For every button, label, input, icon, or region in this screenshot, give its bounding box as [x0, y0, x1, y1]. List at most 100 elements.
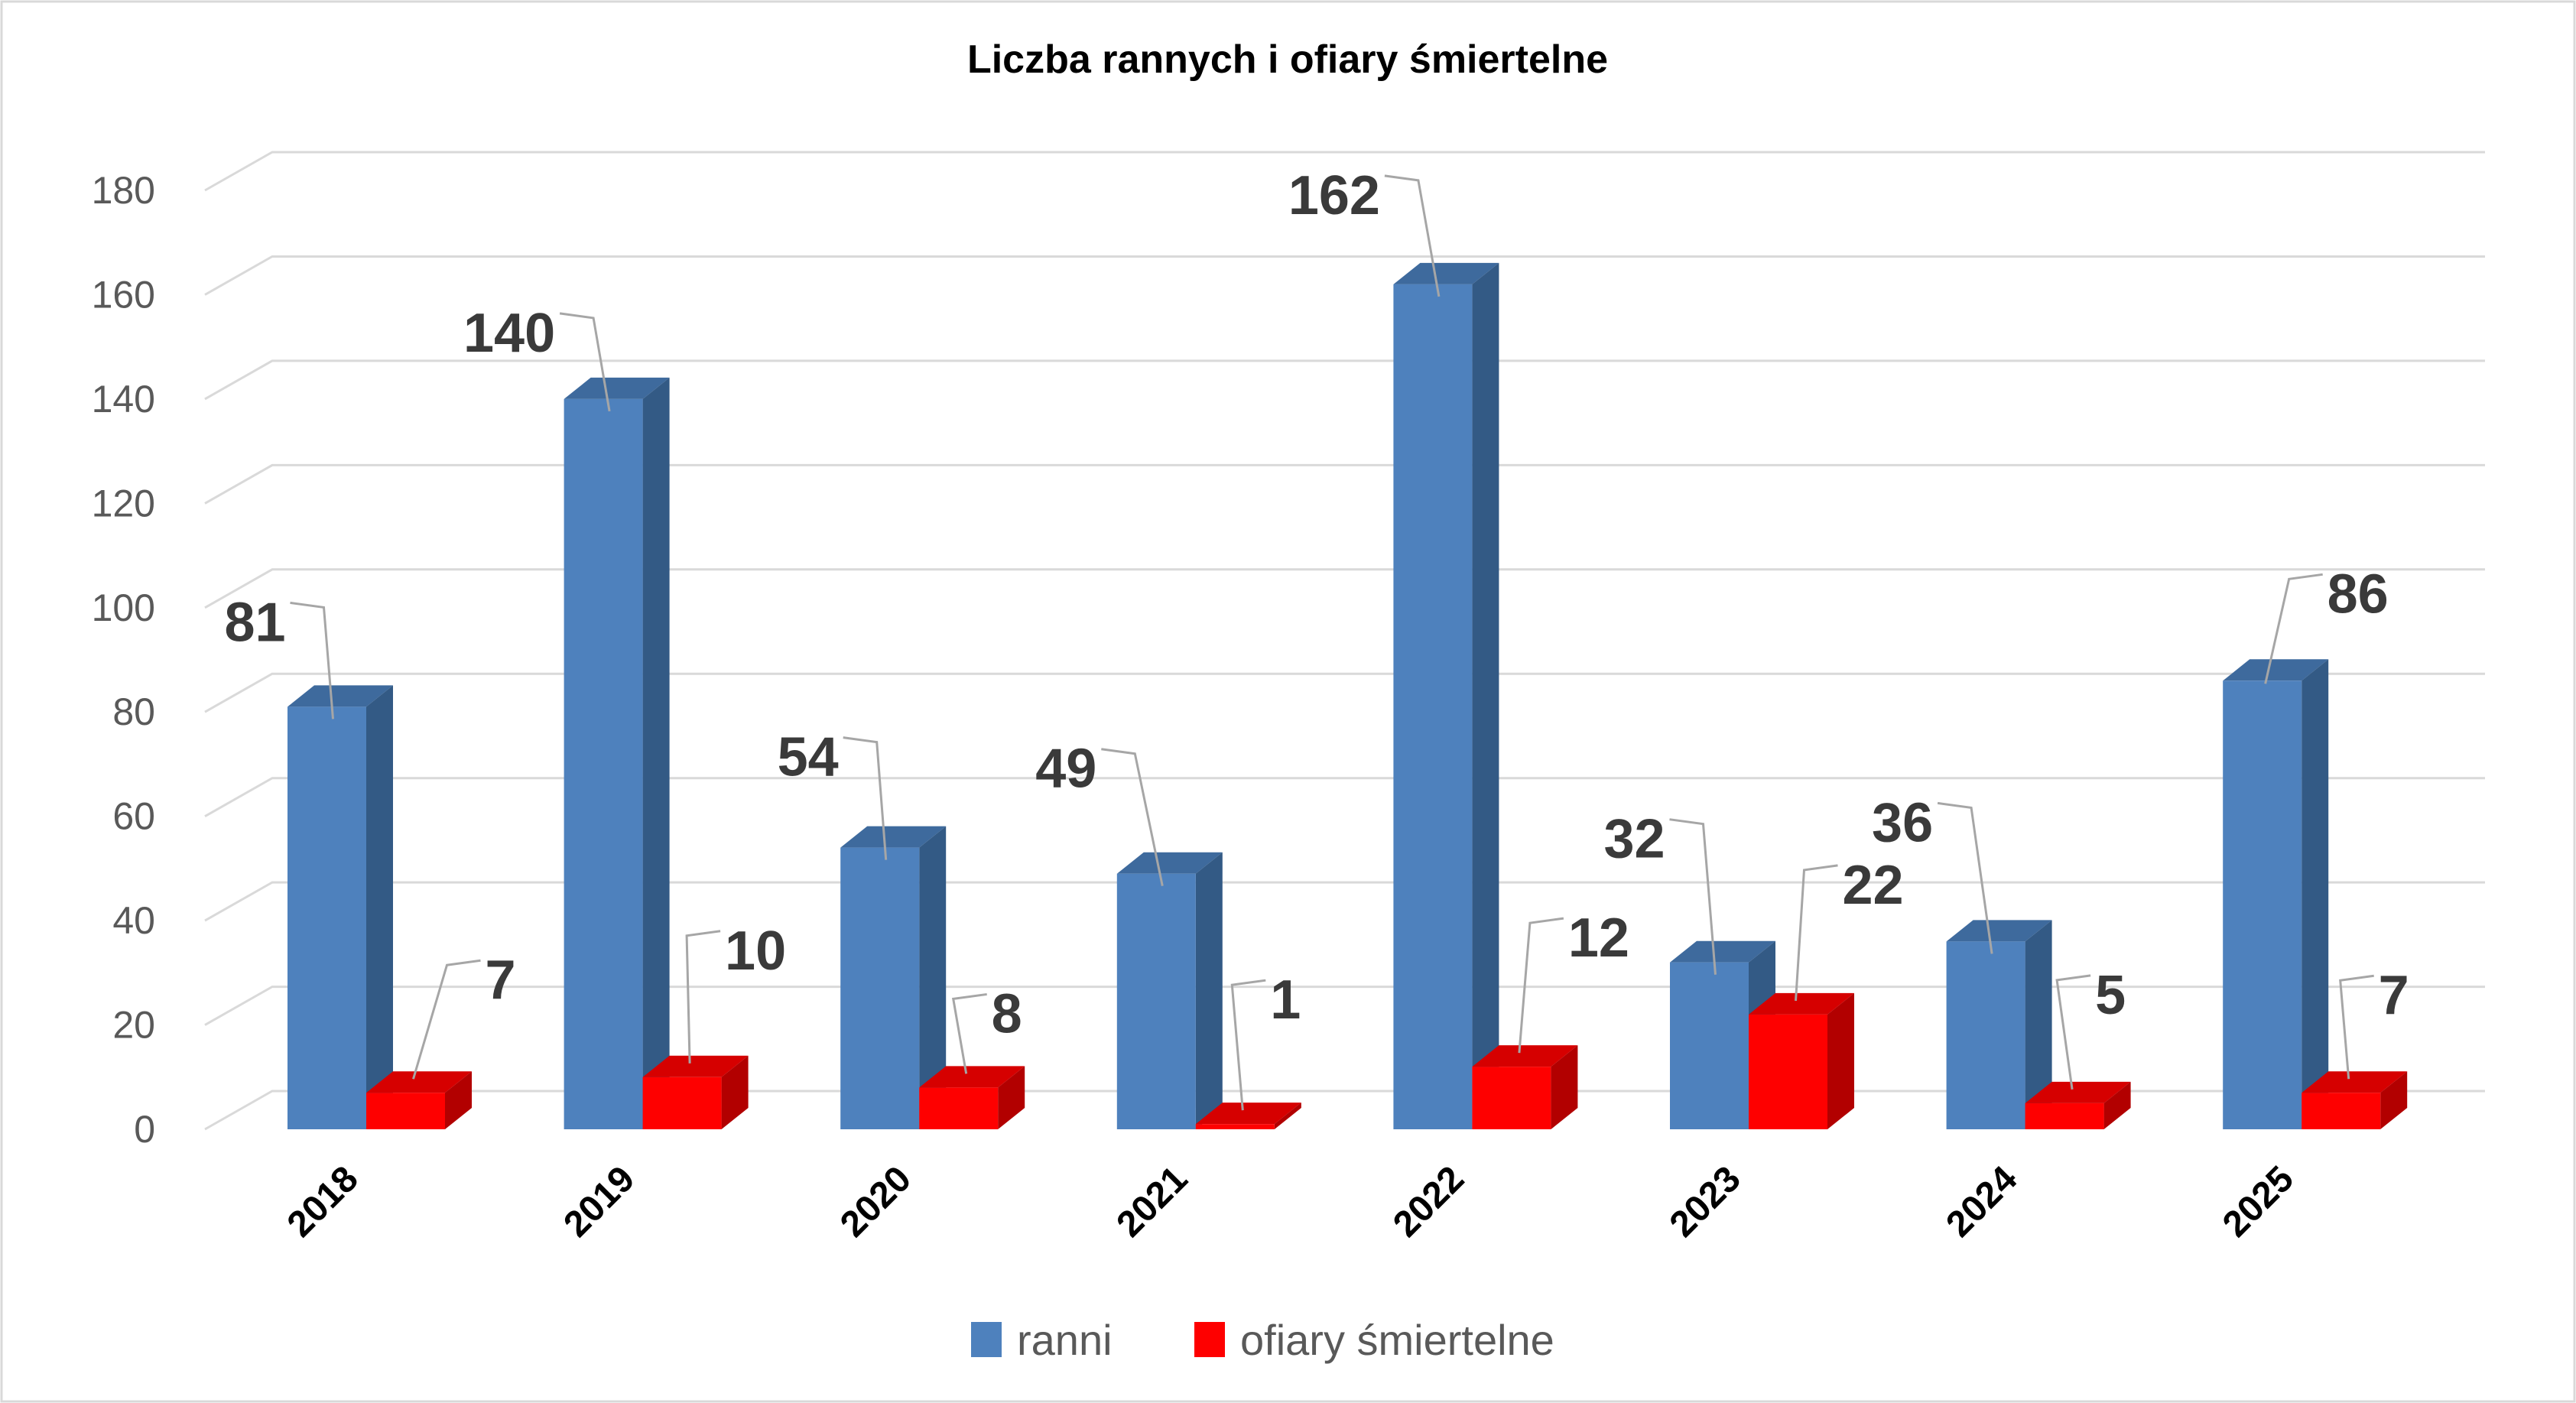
data-label-ranni-2018-leader-line — [290, 601, 334, 719]
gridline-100 — [204, 568, 2485, 609]
bar-ranni-2022-side-face — [1472, 262, 1499, 1130]
bar-ofiary-smiertelne-2020-side-face — [998, 1066, 1025, 1129]
legend-swatch-ofiary-smiertelne — [1194, 1322, 1225, 1357]
y-tick-label-100: 100 — [92, 586, 155, 629]
data-label-ofiary-smiertelne-2019: 10 — [725, 921, 786, 982]
bar-ofiary-smiertelne-2019-top-face — [642, 1055, 749, 1077]
data-label-ranni-2021-leader-line — [1101, 748, 1164, 887]
data-label-ofiary-smiertelne-2025-leader-line — [2339, 974, 2374, 1080]
data-label-ofiary-smiertelne-2023: 22 — [1842, 855, 1903, 916]
bar-ofiary-smiertelne-2022-side-face — [1551, 1045, 1578, 1129]
bar-ofiary-smiertelne-2019 — [642, 1055, 749, 1129]
y-tick-label-120: 120 — [92, 482, 155, 525]
gridline-180 — [204, 151, 2485, 192]
bar-ofiary-smiertelne-2022 — [1472, 1045, 1578, 1129]
data-label-ranni-2025: 86 — [2327, 563, 2389, 625]
data-label-ofiary-smiertelne-2019-leader-line — [685, 930, 721, 1064]
bar-ofiary-smiertelne-2024-front-face — [2025, 1103, 2104, 1129]
data-label-ranni-2018: 81 — [224, 592, 285, 653]
data-label-ranni-2019-leader-line — [559, 312, 611, 412]
gridlines — [204, 151, 2485, 1131]
y-axis-tick-labels: 0 20 40 60 80 100 120 140 160 180 — [92, 169, 155, 1151]
data-label-ofiary-smiertelne-2022-leader-line — [1518, 917, 1564, 1054]
x-axis-label-2019: 2019 — [556, 1158, 642, 1245]
bar-ranni-2022-front-face — [1393, 284, 1473, 1130]
bar-ofiary-smiertelne-2024-top-face — [2025, 1081, 2131, 1103]
data-label-ranni-2020: 54 — [778, 727, 839, 788]
data-label-ofiary-smiertelne-2025: 7 — [2379, 965, 2409, 1026]
bar-ofiary-smiertelne-2023-front-face — [1749, 1014, 1827, 1129]
bar-ranni-2018-front-face — [287, 706, 366, 1129]
bar-ofiary-smiertelne-2025-side-face — [2380, 1071, 2408, 1129]
bar-ranni-2025-front-face — [2223, 680, 2302, 1129]
bar-ofiary-smiertelne-2020 — [919, 1066, 1025, 1129]
bar-ranni-2019 — [564, 377, 670, 1129]
data-label-ranni-2025-leader-line — [2264, 573, 2323, 684]
bar-ranni-2024-top-face — [1946, 920, 2052, 942]
bar-ranni-2021-side-face — [1195, 852, 1223, 1129]
x-axis-label-2023: 2023 — [1662, 1158, 1749, 1245]
legend-swatch-ranni — [971, 1322, 1002, 1357]
bar-ranni-2018 — [287, 685, 393, 1129]
gridline-0 — [204, 1090, 2485, 1131]
x-axis-label-2024: 2024 — [1938, 1158, 2025, 1245]
y-tick-label-160: 160 — [92, 274, 155, 317]
bar-ofiary-smiertelne-2020-top-face — [919, 1066, 1025, 1088]
bar-ranni-2023-front-face — [1670, 962, 1749, 1129]
bar-ranni-2025-top-face — [2223, 659, 2329, 681]
x-axis-label-2022: 2022 — [1385, 1158, 1472, 1245]
data-label-ranni-2020-leader-line — [843, 736, 888, 860]
gridline-20 — [204, 986, 2485, 1026]
bar-ofiary-smiertelne-2019-side-face — [721, 1055, 749, 1129]
bar-ofiary-smiertelne-2024 — [2025, 1081, 2131, 1129]
gridline-80 — [204, 672, 2485, 713]
bar-ofiary-smiertelne-2025-front-face — [2302, 1093, 2381, 1129]
bar-ranni-2020-front-face — [840, 847, 920, 1129]
bar-ranni-2021-front-face — [1116, 873, 1196, 1129]
bar-ranni-2023-top-face — [1670, 940, 1775, 963]
data-label-ranni-2023: 32 — [1603, 809, 1665, 870]
x-axis-label-2020: 2020 — [833, 1158, 919, 1245]
y-tick-label-40: 40 — [112, 899, 155, 942]
bar-ofiary-smiertelne-2019-front-face — [642, 1077, 722, 1129]
bar-ofiary-smiertelne-2025 — [2302, 1071, 2408, 1129]
data-label-ofiary-smiertelne-2018: 7 — [485, 950, 515, 1011]
data-label-ranni-2019: 140 — [463, 303, 555, 364]
data-label-ranni-2022-leader-line — [1384, 174, 1441, 297]
data-label-ofiary-smiertelne-2021: 1 — [1270, 969, 1301, 1031]
data-label-ranni-2024-leader-line — [1937, 801, 1993, 954]
bar-ofiary-smiertelne-2023 — [1749, 992, 1854, 1129]
bar-ranni-2022 — [1393, 262, 1499, 1130]
bar-ofiary-smiertelne-2020-front-face — [919, 1087, 999, 1129]
bar-ofiary-smiertelne-2018-front-face — [366, 1093, 445, 1129]
data-label-ofiary-smiertelne-2018-leader-line — [412, 959, 481, 1080]
gridline-120 — [204, 463, 2485, 505]
bar-ranni-2022-top-face — [1393, 262, 1499, 284]
data-label-ofiary-smiertelne-2020-leader-line — [951, 992, 987, 1074]
bar-ranni-2019-side-face — [642, 377, 670, 1129]
bar-ofiary-smiertelne-2018-top-face — [366, 1071, 472, 1093]
bar-ranni-2024-front-face — [1946, 941, 2025, 1129]
bar-ranni-2025-side-face — [2302, 659, 2329, 1129]
bar-ofiary-smiertelne-2022-front-face — [1472, 1067, 1551, 1129]
x-axis-label-2021: 2021 — [1109, 1158, 1196, 1245]
gridline-140 — [204, 359, 2485, 401]
bar-ranni-2020 — [840, 826, 947, 1129]
data-label-ofiary-smiertelne-2023-leader-line — [1795, 864, 1838, 1002]
data-label-ranni-2024: 36 — [1872, 792, 1933, 853]
bar-ranni-2021-top-face — [1116, 852, 1223, 874]
bar-ofiary-smiertelne-2024-side-face — [2103, 1081, 2131, 1129]
data-label-ofiary-smiertelne-2024-leader-line — [2055, 974, 2091, 1090]
bar-ofiary-smiertelne-2023-side-face — [1827, 992, 1854, 1129]
legend-label-ofiary-smiertelne: ofiary śmiertelne — [1240, 1316, 1554, 1364]
bar-ofiary-smiertelne-2018-side-face — [445, 1071, 472, 1129]
bar-ranni-2018-side-face — [366, 685, 393, 1129]
data-label-ofiary-smiertelne-2020: 8 — [992, 983, 1022, 1044]
bar-ranni-2019-front-face — [564, 398, 643, 1129]
bar-ranni-2024 — [1946, 920, 2052, 1129]
bar-ranni-2024-side-face — [2025, 920, 2052, 1129]
